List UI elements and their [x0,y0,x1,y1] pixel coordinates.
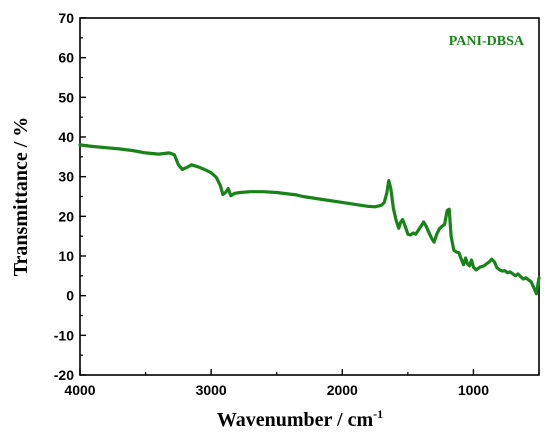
y-tick-label: 30 [58,169,74,185]
series-line-0 [78,143,541,296]
x-axis-ticks: 4000 3000 2000 1000 [64,369,540,398]
x-tick-label: 2000 [327,382,358,398]
x-tick-label: 4000 [64,382,95,398]
y-tick-label: 60 [58,50,74,66]
y-tick-label: 0 [66,288,74,304]
y-tick-label: 20 [58,208,74,224]
y-axis-title: Transmittance / % [10,117,32,277]
x-axis-title: Wavenumber / cm-1 [217,407,383,431]
y-axis-ticks: -20 -10 0 10 20 30 40 50 60 70 [54,10,86,383]
y-tick-label: 50 [58,89,74,105]
legend-series-name: PANI-DBSA [449,34,525,49]
y-tick-label: 70 [58,10,74,26]
x-tick-label: 3000 [196,382,227,398]
series-layer [78,143,541,296]
y-tick-label: 10 [58,248,74,264]
x-axis-title-main: Wavenumber / cm [217,409,374,431]
x-axis-title-superscript: -1 [373,407,383,421]
y-tick-label: 40 [58,129,74,145]
y-tick-label: -20 [54,367,74,383]
y-tick-label: -10 [54,327,74,343]
x-tick-label: 1000 [458,382,489,398]
